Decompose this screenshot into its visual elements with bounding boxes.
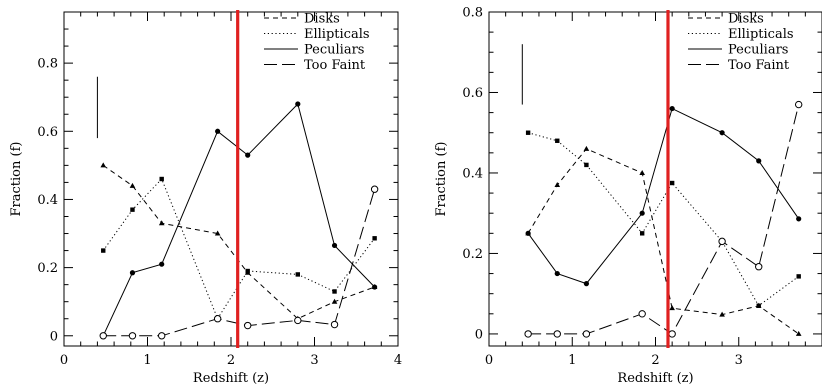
series-line-peculiars [102, 103, 375, 337]
data-point [669, 305, 675, 311]
chart-left: 0 1 2 3 4 0 0.2 0.4 0.6 0.8 Redshift (z) Fraction (… [9, 10, 402, 386]
data-point [370, 185, 379, 193]
legend-label: Peculiars [304, 43, 364, 58]
data-point [213, 315, 222, 323]
x-tick-label: 3 [735, 353, 743, 368]
x-tick-label: 0 [60, 353, 68, 368]
data-point [525, 130, 531, 135]
data-point [555, 138, 560, 143]
data-point [245, 152, 251, 158]
y-tick-label: 0 [475, 327, 483, 342]
data-point [639, 169, 645, 175]
data-point [158, 220, 165, 226]
data-point [215, 128, 221, 134]
data-point [639, 231, 645, 236]
data-point [331, 242, 338, 249]
data-point [101, 248, 106, 253]
data-point [295, 101, 301, 107]
data-point [719, 130, 725, 136]
data-point [669, 105, 675, 112]
data-point [756, 303, 761, 308]
y-tick-label: 0 [50, 329, 58, 344]
data-point [554, 182, 561, 188]
data-point [796, 274, 801, 279]
data-point [796, 216, 802, 222]
data-point [331, 298, 338, 304]
x-tick-label: 1 [143, 353, 151, 368]
data-point [100, 162, 107, 168]
x-tick-label: 2 [227, 353, 235, 368]
data-point [583, 145, 590, 151]
data-point [795, 330, 802, 336]
y-axis-title: Fraction (f) [434, 142, 449, 217]
data-point [718, 237, 726, 246]
data-point [794, 100, 803, 109]
y-tick-label: 0.2 [462, 247, 483, 262]
series-line-disks [527, 148, 799, 335]
series-line-ellipticals [527, 132, 799, 307]
data-point [294, 316, 302, 325]
data-point [159, 176, 164, 182]
legend-label: Peculiars [728, 43, 788, 58]
x-tick-label: 4 [394, 353, 402, 368]
data-point [719, 311, 725, 317]
legend-label: Too Faint [304, 58, 366, 73]
y-tick-label: 0.8 [37, 57, 58, 72]
y-tick-label: 0.4 [462, 166, 483, 181]
x-tick-label: 1 [568, 353, 576, 368]
data-point [669, 180, 675, 186]
series-line-too-faint [528, 104, 800, 335]
y-tick-label: 0.8 [462, 6, 483, 21]
data-point [524, 330, 532, 338]
y-tick-label: 0.4 [37, 193, 58, 208]
data-point [244, 321, 252, 330]
y-tick-label: 0.6 [37, 125, 58, 140]
data-point [582, 330, 591, 338]
data-point [128, 332, 137, 340]
legend-label: Too Faint [728, 58, 790, 73]
legend-label: Ellipticals [728, 27, 794, 42]
data-point [295, 272, 300, 277]
y-axis-title: Fraction (f) [9, 142, 24, 217]
series-line-ellipticals [102, 178, 375, 320]
data-point [332, 289, 337, 294]
y-tick-label: 0.6 [462, 86, 483, 101]
data-point [157, 332, 166, 340]
data-point [130, 207, 135, 212]
series-line-disks [102, 164, 375, 320]
data-point [372, 284, 378, 290]
x-tick-label: 3 [310, 353, 318, 368]
x-tick-label: 2 [651, 353, 659, 368]
series-line-peculiars [527, 107, 800, 285]
legend-label: Disks [304, 12, 340, 27]
data-point [668, 330, 676, 338]
data-point [755, 263, 763, 271]
data-point [99, 332, 107, 340]
data-point [245, 268, 250, 274]
data-point [756, 158, 762, 164]
x-axis-title: Redshift (z) [617, 371, 693, 386]
data-point [554, 270, 560, 277]
x-tick-label: 0 [485, 353, 493, 368]
data-point [525, 230, 531, 236]
data-point [584, 162, 589, 168]
chart-right: 0 1 2 3 0 0.2 0.4 0.6 0.8 Redshift (z) Fraction (f… [434, 6, 822, 386]
data-point [159, 261, 165, 267]
data-point [129, 182, 136, 188]
y-tick-label: 0.2 [37, 261, 58, 276]
data-point [372, 236, 377, 241]
data-point [638, 310, 646, 318]
data-point [583, 281, 590, 287]
data-point [129, 270, 136, 276]
data-point [330, 320, 339, 329]
legend-label: Disks [728, 12, 764, 27]
data-point [639, 210, 645, 216]
x-axis-title: Redshift (z) [193, 371, 269, 386]
data-point [553, 330, 561, 338]
data-point [214, 230, 221, 236]
series-line-too-faint [103, 189, 376, 337]
legend-label: Ellipticals [304, 27, 370, 42]
